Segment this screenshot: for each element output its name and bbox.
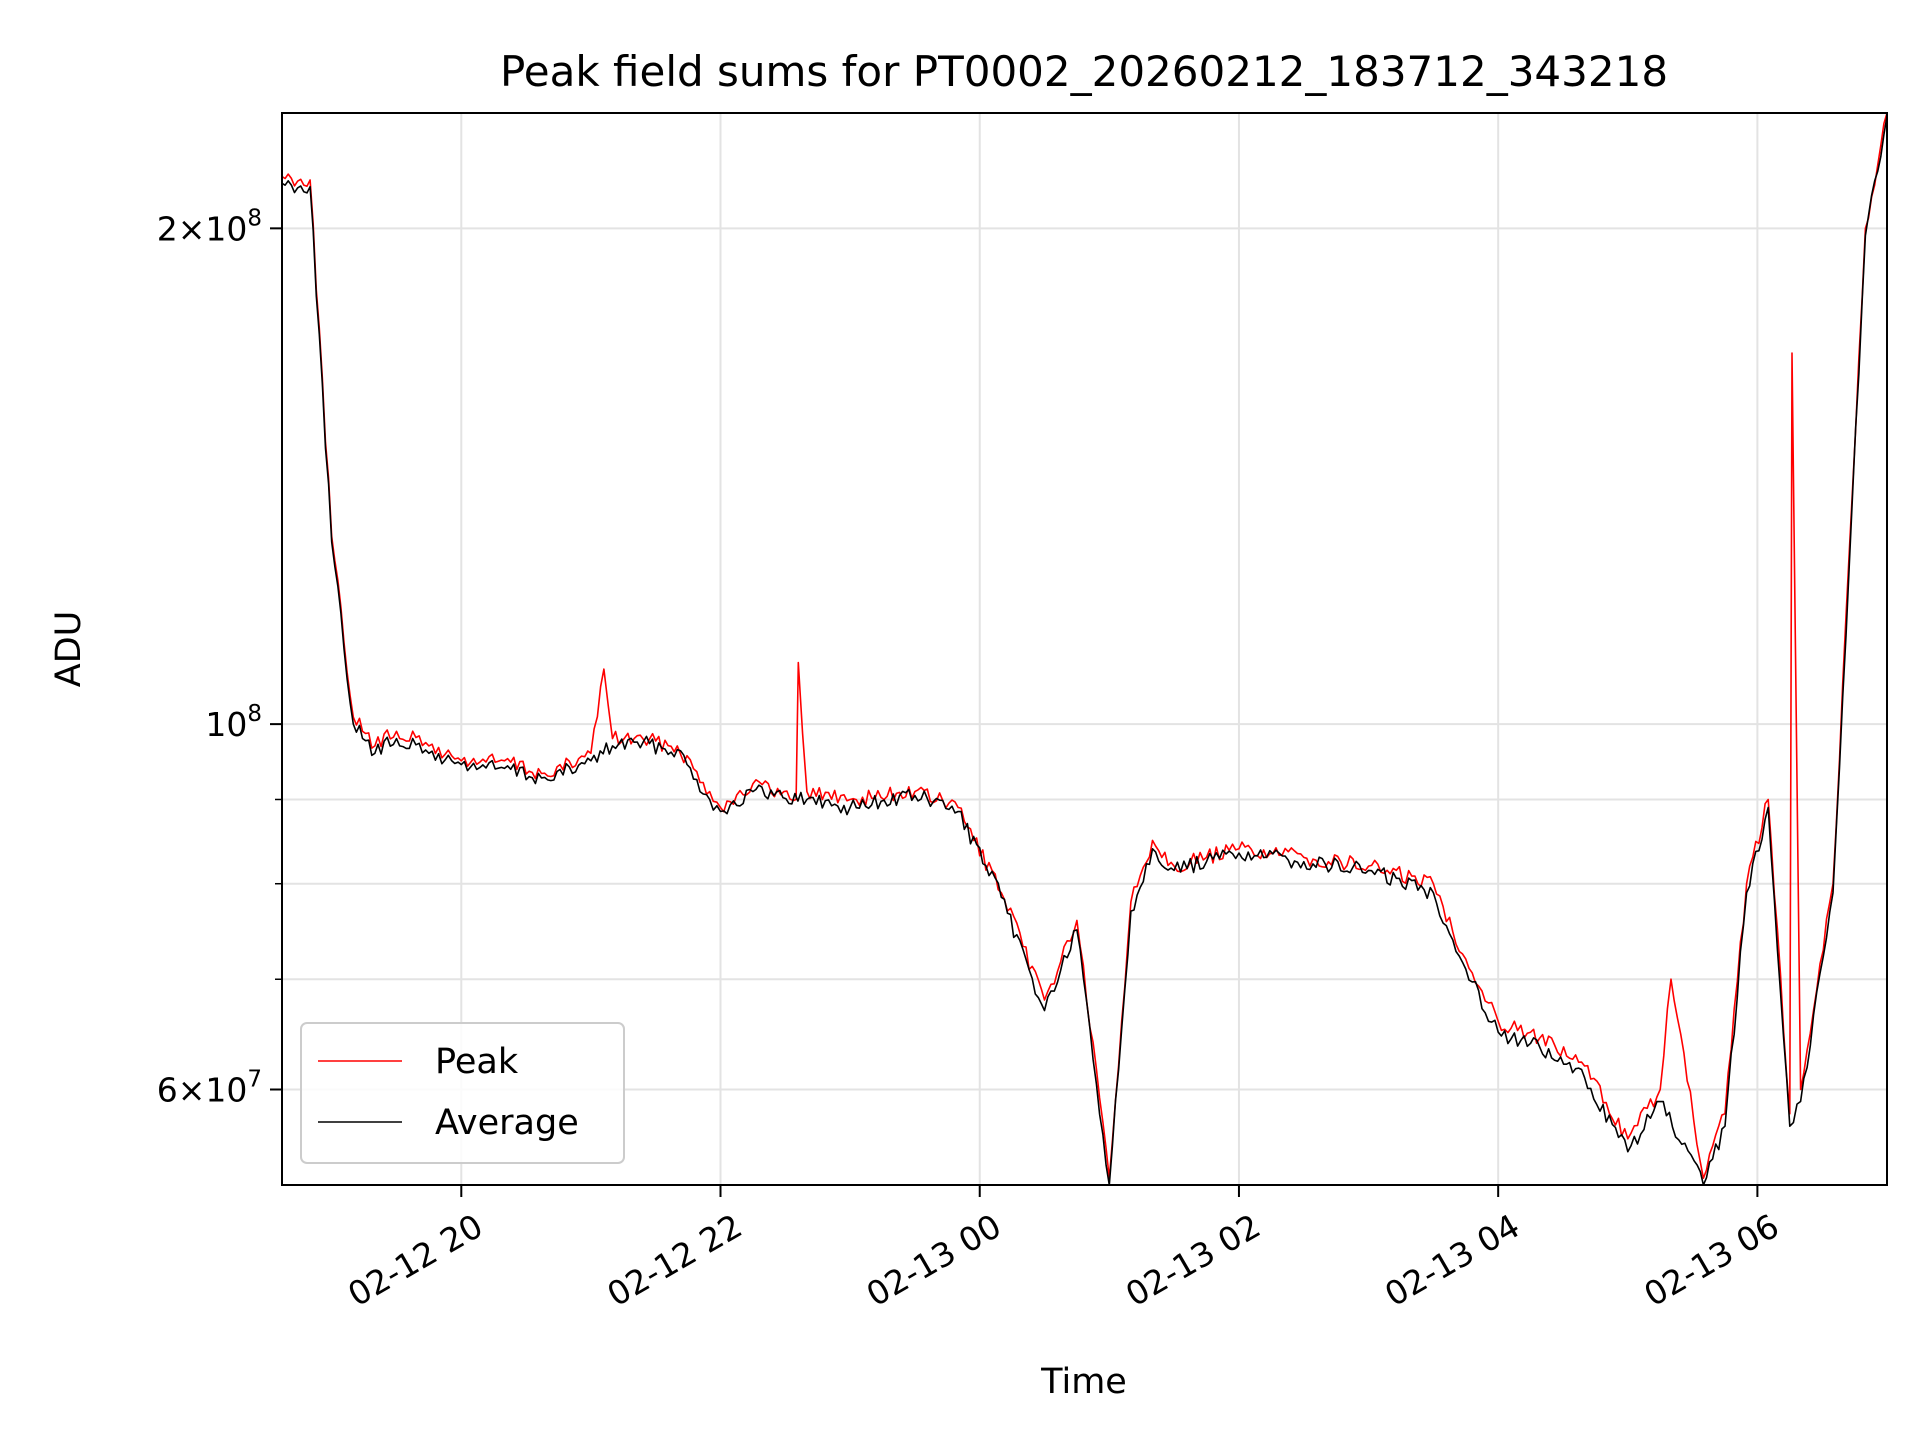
legend: Peak Average (300, 1022, 625, 1164)
chart-title: Peak field sums for PT0002_20260212_1837… (500, 47, 1668, 96)
y-tick-label: 2×108 (157, 205, 262, 248)
series-line-peak (282, 113, 1887, 1179)
legend-box (300, 1022, 625, 1164)
y-axis-label: ADU (49, 611, 89, 688)
series-line-average (282, 115, 1887, 1185)
y-tick-label: 6×107 (157, 1066, 262, 1109)
x-axis-label: Time (1040, 1362, 1127, 1402)
series-layer (282, 113, 1887, 1185)
plot-frame (281, 112, 1888, 1186)
grid (282, 113, 1887, 1185)
legend-label-peak: Peak (435, 1042, 519, 1082)
legend-label-average: Average (435, 1103, 579, 1143)
y-axis: 2×108 108 6×107 (157, 205, 282, 1109)
y-tick-label: 108 (205, 701, 262, 744)
